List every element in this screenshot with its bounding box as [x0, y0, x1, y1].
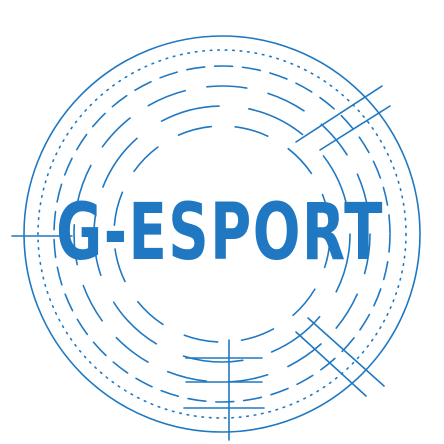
dotted-ring [37, 49, 407, 419]
diagonal-tick-top [295, 85, 383, 143]
dashed-ring-inner [93, 105, 351, 363]
dashed-ring-outer [53, 65, 391, 403]
logo-wordmark: G-ESPORT [56, 188, 384, 278]
diagonal-tick-bottom-2 [295, 331, 367, 397]
inner-ring [113, 125, 331, 343]
outer-ring [23, 35, 421, 433]
diagonal-tick-bottom [307, 317, 385, 387]
dashed-ring-middle [73, 85, 371, 383]
diagonal-tick-top-2 [319, 105, 391, 151]
